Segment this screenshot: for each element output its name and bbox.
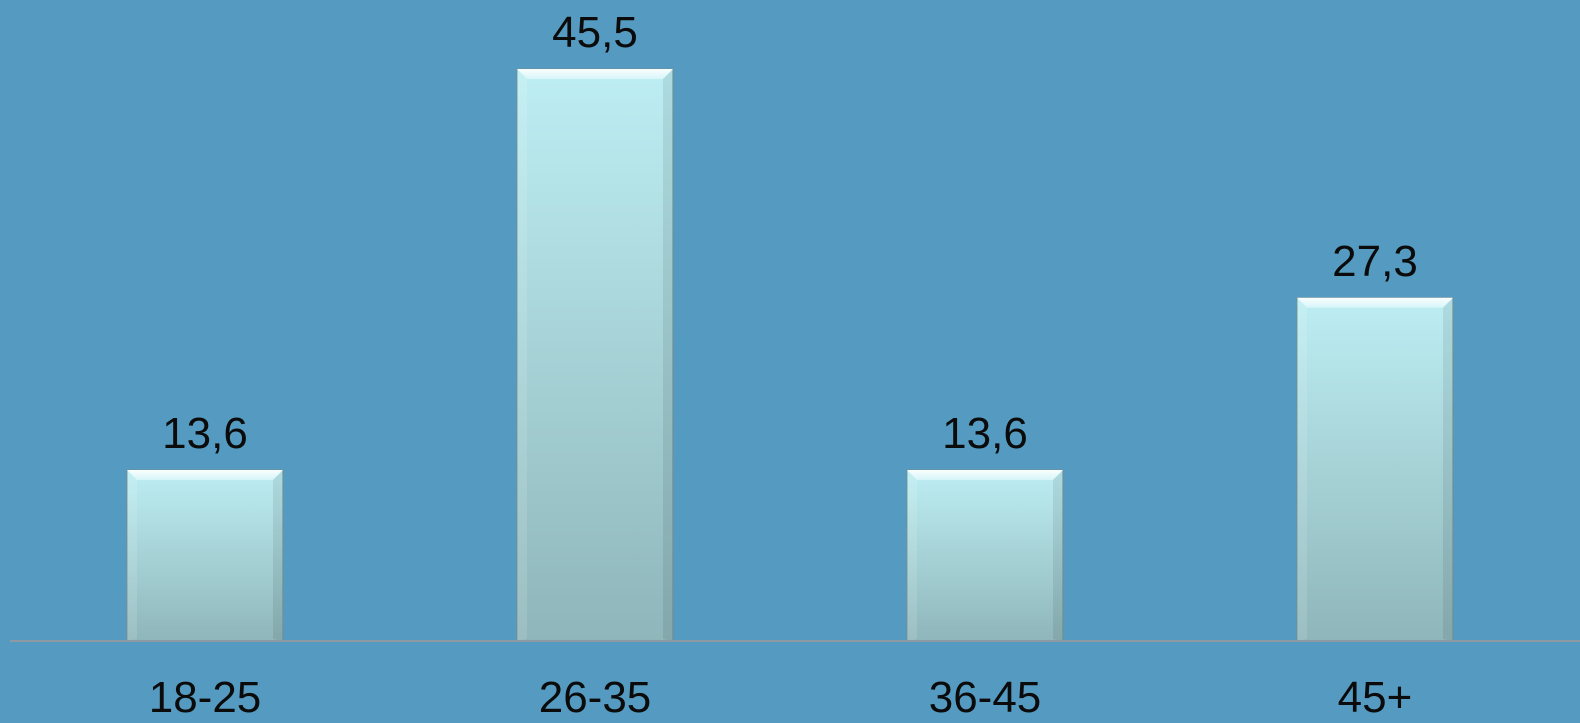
- bar-right-bevel: [273, 470, 283, 641]
- bar-left-bevel: [1297, 297, 1307, 641]
- bar-right-bevel: [1053, 470, 1063, 641]
- data-label-36-45: 13,6: [942, 409, 1028, 458]
- bar-top-bevel: [127, 470, 283, 481]
- bar-18-25: [126, 469, 284, 642]
- x-tick-label-26-35: 26-35: [539, 673, 652, 722]
- bar-rect: [126, 469, 284, 642]
- data-label-45+: 27,3: [1332, 237, 1418, 286]
- bar-top-bevel: [517, 69, 673, 79]
- x-tick-label-45+: 45+: [1338, 673, 1413, 722]
- x-tick-label-36-45: 36-45: [929, 673, 1042, 722]
- bar-rect: [906, 469, 1064, 642]
- data-label-26-35: 45,5: [552, 8, 638, 57]
- bar-left-bevel: [907, 470, 917, 641]
- data-label-18-25: 13,6: [162, 409, 248, 458]
- bar-right-bevel: [1443, 297, 1453, 641]
- x-tick-label-18-25: 18-25: [149, 673, 262, 722]
- bar-rect: [1296, 297, 1454, 642]
- bar-top-bevel: [907, 470, 1063, 481]
- labels-layer: 13,6 18-25 45,5 26-35 13,6 36-45 27,3 45+: [149, 8, 1418, 722]
- bar-top-bevel: [1297, 297, 1453, 308]
- bars-layer: [126, 68, 1454, 642]
- bar-left-bevel: [127, 470, 137, 641]
- bar-45+: [1296, 297, 1454, 642]
- bar-right-bevel: [663, 69, 673, 641]
- bar-rect: [516, 68, 674, 642]
- bar-26-35: [516, 68, 674, 642]
- bar-36-45: [906, 469, 1064, 642]
- bar-left-bevel: [517, 69, 527, 641]
